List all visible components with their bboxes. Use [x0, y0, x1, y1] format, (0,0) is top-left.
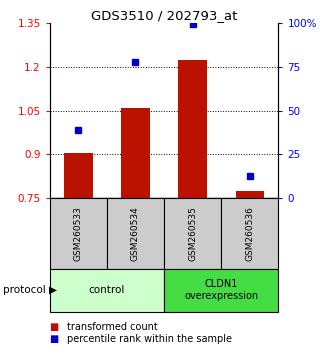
Bar: [178, 59, 207, 198]
Bar: [236, 191, 264, 198]
Bar: [64, 153, 92, 198]
Title: GDS3510 / 202793_at: GDS3510 / 202793_at: [91, 9, 237, 22]
Text: control: control: [89, 285, 125, 295]
Text: CLDN1
overexpression: CLDN1 overexpression: [184, 279, 258, 301]
Bar: [121, 108, 150, 198]
Text: GSM260534: GSM260534: [131, 206, 140, 261]
Text: percentile rank within the sample: percentile rank within the sample: [67, 334, 232, 344]
Text: GSM260536: GSM260536: [245, 206, 254, 261]
Text: ■: ■: [50, 322, 59, 332]
Text: ■: ■: [50, 334, 59, 344]
Text: GSM260535: GSM260535: [188, 206, 197, 261]
Text: transformed count: transformed count: [67, 322, 158, 332]
Text: protocol ▶: protocol ▶: [3, 285, 57, 295]
Text: GSM260533: GSM260533: [74, 206, 83, 261]
